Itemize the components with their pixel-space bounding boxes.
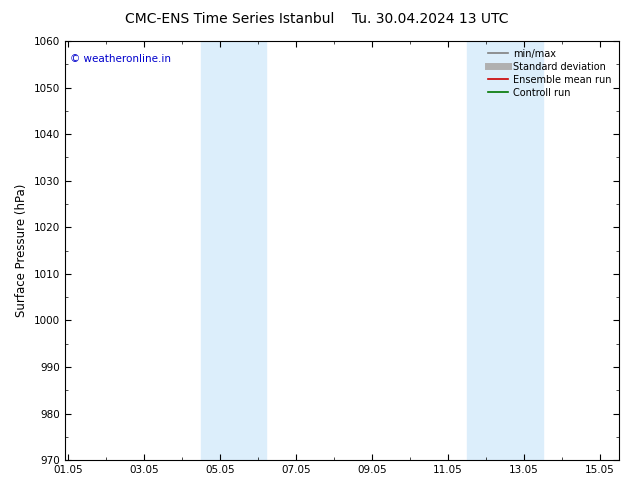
Y-axis label: Surface Pressure (hPa): Surface Pressure (hPa) [15,184,28,318]
Legend: min/max, Standard deviation, Ensemble mean run, Controll run: min/max, Standard deviation, Ensemble me… [486,46,614,100]
Bar [467,41,543,460]
Text: © weatheronline.in: © weatheronline.in [70,53,171,64]
Bar [202,41,266,460]
Text: CMC-ENS Time Series Istanbul    Tu. 30.04.2024 13 UTC: CMC-ENS Time Series Istanbul Tu. 30.04.2… [126,12,508,26]
